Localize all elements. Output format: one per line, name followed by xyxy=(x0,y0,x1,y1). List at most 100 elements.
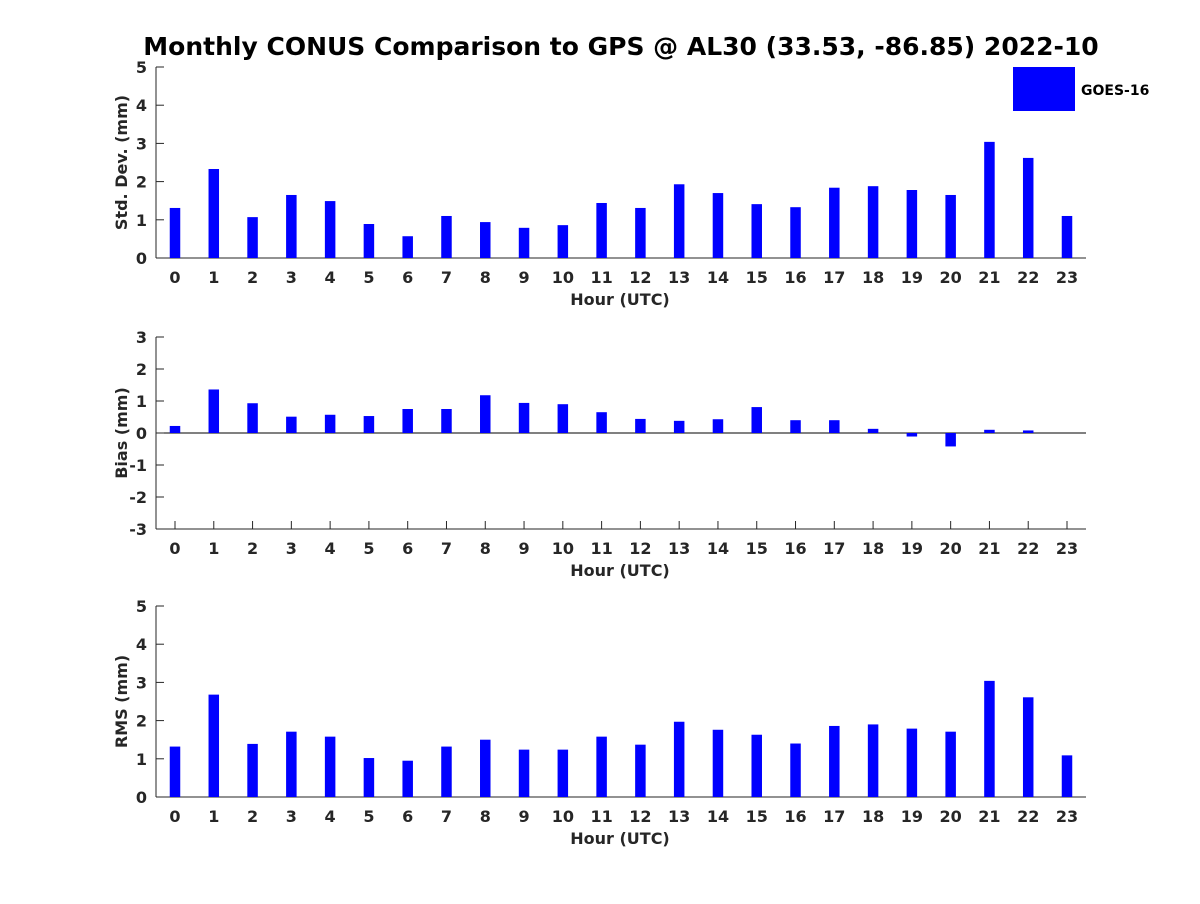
bar xyxy=(712,193,724,258)
x-tick-label: 18 xyxy=(862,539,884,558)
x-tick-label: 6 xyxy=(402,539,413,558)
y-tick-label: 1 xyxy=(136,392,147,411)
bar xyxy=(1061,755,1073,797)
bar xyxy=(635,418,646,433)
bar xyxy=(557,404,569,433)
x-tick-label: 17 xyxy=(823,268,845,287)
x-tick-label: 9 xyxy=(518,807,529,826)
x-tick-label: 4 xyxy=(325,268,336,287)
x-tick-label: 7 xyxy=(441,268,452,287)
x-tick-label: 11 xyxy=(590,268,612,287)
x-tick-label: 23 xyxy=(1056,268,1078,287)
x-tick-label: 23 xyxy=(1056,807,1078,826)
bar xyxy=(712,419,724,433)
bar xyxy=(169,207,181,258)
x-tick-label: 1 xyxy=(208,807,219,826)
bar xyxy=(208,694,220,797)
x-tick-label: 0 xyxy=(169,268,180,287)
x-tick-label: 12 xyxy=(629,807,651,826)
x-tick-label: 3 xyxy=(286,268,297,287)
bar xyxy=(945,433,956,447)
x-tick-label: 10 xyxy=(552,807,574,826)
bar xyxy=(286,416,297,433)
x-tick-label: 22 xyxy=(1017,539,1039,558)
x-tick-label: 4 xyxy=(325,539,336,558)
bar xyxy=(751,204,762,258)
x-tick-label: 3 xyxy=(286,539,297,558)
x-axis-label: Hour (UTC) xyxy=(570,290,670,309)
bar xyxy=(1022,697,1034,797)
bar xyxy=(518,402,530,433)
x-tick-label: 12 xyxy=(629,539,651,558)
bar xyxy=(790,743,801,797)
y-tick-label: 2 xyxy=(136,712,147,731)
legend-swatch xyxy=(1013,67,1075,111)
bar xyxy=(1061,215,1073,258)
x-tick-label: 13 xyxy=(668,807,690,826)
y-tick-label: 3 xyxy=(136,328,147,347)
bar xyxy=(480,222,491,258)
x-tick-label: 0 xyxy=(169,807,180,826)
x-tick-label: 14 xyxy=(707,539,729,558)
y-tick-label: 3 xyxy=(136,134,147,153)
bar xyxy=(1022,430,1034,433)
bar xyxy=(324,414,336,433)
x-tick-label: 22 xyxy=(1017,807,1039,826)
x-tick-label: 10 xyxy=(552,539,574,558)
bar xyxy=(867,724,879,797)
x-tick-label: 2 xyxy=(247,807,258,826)
x-tick-label: 23 xyxy=(1056,539,1078,558)
y-tick-label: 5 xyxy=(136,597,147,616)
x-tick-label: 19 xyxy=(901,268,923,287)
x-tick-label: 17 xyxy=(823,539,845,558)
bar xyxy=(867,186,879,258)
bar xyxy=(906,728,918,797)
bar xyxy=(984,141,995,258)
x-tick-label: 5 xyxy=(363,807,374,826)
bar xyxy=(247,743,258,797)
bar xyxy=(867,428,879,433)
x-tick-label: 13 xyxy=(668,268,690,287)
x-tick-label: 6 xyxy=(402,807,413,826)
y-tick-label: 0 xyxy=(136,424,147,443)
x-tick-label: 3 xyxy=(286,807,297,826)
x-tick-label: 10 xyxy=(552,268,574,287)
x-tick-label: 1 xyxy=(208,268,219,287)
bar xyxy=(673,420,685,433)
bar xyxy=(286,194,297,258)
x-tick-label: 11 xyxy=(590,539,612,558)
y-tick-label: 1 xyxy=(136,750,147,769)
bar xyxy=(441,746,452,797)
x-tick-label: 7 xyxy=(441,807,452,826)
x-tick-label: 14 xyxy=(707,268,729,287)
x-tick-label: 18 xyxy=(862,807,884,826)
x-tick-label: 16 xyxy=(784,268,806,287)
bar xyxy=(402,409,413,433)
x-tick-label: 8 xyxy=(480,539,491,558)
y-tick-label: 0 xyxy=(136,249,147,268)
x-tick-label: 19 xyxy=(901,539,923,558)
bar xyxy=(945,731,956,797)
x-axis-label: Hour (UTC) xyxy=(570,829,670,848)
bar xyxy=(324,201,336,258)
y-tick-label: 3 xyxy=(136,673,147,692)
bar xyxy=(673,721,685,797)
x-tick-label: 5 xyxy=(363,539,374,558)
y-tick-label: -3 xyxy=(129,520,147,539)
bar xyxy=(480,739,491,797)
bar xyxy=(596,736,607,797)
bar xyxy=(596,412,607,433)
y-tick-label: -2 xyxy=(129,488,147,507)
x-tick-label: 21 xyxy=(978,268,1000,287)
x-tick-label: 7 xyxy=(441,539,452,558)
x-tick-label: 5 xyxy=(363,268,374,287)
y-tick-label: 2 xyxy=(136,360,147,379)
x-tick-label: 11 xyxy=(590,807,612,826)
bar xyxy=(945,194,956,258)
bar xyxy=(324,736,336,797)
bar xyxy=(247,217,258,258)
